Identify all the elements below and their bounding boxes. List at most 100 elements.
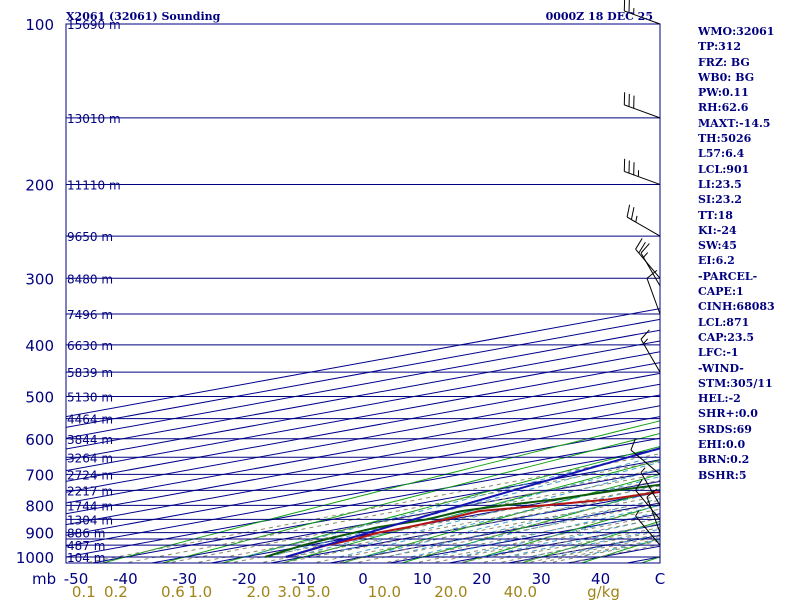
mixing-ratio-line	[351, 503, 660, 563]
mixing-ratio-line	[412, 514, 660, 563]
pressure-axis-labels: 100 200 300 400 500 600 700 800 900 1000	[16, 16, 54, 567]
pressure-tick-label: 200	[25, 176, 54, 194]
index-entry: WMO:32061	[698, 25, 775, 38]
pressure-tick-label: 400	[25, 337, 54, 355]
chart-grid	[66, 24, 660, 563]
pressure-unit-label: mb	[32, 570, 56, 588]
index-entry: SRDS:69	[698, 422, 752, 436]
mixing-ratio-tick-label: g/kg	[587, 583, 620, 600]
temperature-axis-labels: mb -50 -40 -30 -20 -10 0 10 20 30 40 C	[32, 570, 665, 588]
index-entry: TP:312	[698, 40, 742, 54]
mixing-ratio-tick-label: 10.0	[368, 583, 401, 600]
mixing-ratio-tick-label: 5.0	[307, 583, 331, 600]
temperature-tick-label: -10	[291, 570, 316, 588]
height-label: 3844 m	[67, 433, 113, 447]
height-label: 5839 m	[67, 366, 113, 380]
index-entry: LCL:871	[698, 315, 750, 329]
mixing-ratio-tick-label: 0.1	[72, 583, 96, 600]
height-label: 487 m	[67, 539, 105, 553]
height-label: 7496 m	[67, 308, 113, 322]
temperature-tick-label: -40	[113, 570, 138, 588]
pressure-tick-label: 100	[25, 16, 54, 34]
pressure-tick-label: 1000	[16, 549, 54, 567]
wind-barb	[635, 510, 661, 546]
pressure-tick-label: 800	[25, 497, 54, 515]
index-entry: TT:18	[698, 208, 733, 222]
index-entry: CAP:23.5	[698, 330, 755, 344]
index-entry: -WIND-	[698, 361, 744, 375]
index-entry: EI:6.2	[698, 254, 735, 268]
height-label: 4464 m	[67, 413, 113, 427]
dry-adiabat-line	[100, 420, 660, 563]
pressure-tick-label: 500	[25, 389, 54, 407]
sounding-traces	[264, 447, 660, 558]
index-entry: CAPE:1	[698, 285, 744, 299]
wind-barb	[623, 92, 661, 119]
mixing-ratio-line	[333, 499, 660, 563]
isotherm-line	[66, 372, 660, 482]
mixing-ratio-tick-label: 2.0	[247, 583, 271, 600]
dry-adiabat-line	[399, 488, 660, 563]
height-label: 1304 m	[67, 513, 113, 527]
index-entry: SHR+:0.0	[698, 407, 758, 421]
index-entry: -PARCEL-	[698, 269, 758, 283]
index-entry: HEL:-2	[698, 392, 741, 406]
index-entry: SI:23.2	[698, 193, 742, 207]
temperature-tick-label: 10	[413, 570, 432, 588]
dry-adiabat-line	[220, 445, 660, 563]
station-title: X2061 (32061) Sounding	[66, 10, 221, 23]
moist-adiabat-line	[386, 490, 660, 558]
dry-adiabat-line	[160, 432, 660, 563]
isotherm-line	[66, 416, 660, 526]
height-label: 13010 m	[67, 112, 121, 126]
index-entry: WB0: BG	[698, 70, 755, 84]
parcel-trace	[285, 447, 660, 558]
isotherm-line	[66, 426, 660, 536]
height-label: 1744 m	[67, 499, 113, 513]
height-label: 3264 m	[67, 451, 113, 465]
temperature-tick-label: 0	[358, 570, 368, 588]
temperature-trace	[285, 490, 660, 558]
index-entry: MAXT:-14.5	[698, 116, 771, 130]
height-labels: 15690 m 13010 m 11110 m 9650 m 8480 m 7496 m 6…	[67, 18, 121, 565]
mixing-ratio-line	[380, 508, 660, 563]
mixing-ratio-tick-label: 1.0	[188, 583, 212, 600]
time-title: 0000Z 18 DEC 25	[546, 10, 653, 23]
isotherm-line	[149, 470, 660, 563]
isotherm-line	[89, 459, 660, 563]
wind-barb	[646, 270, 661, 315]
wind-barb	[640, 243, 661, 287]
temperature-tick-label: 20	[472, 570, 491, 588]
height-label: 2724 m	[67, 468, 113, 482]
wind-barb	[623, 0, 661, 25]
temperature-tick-label: -20	[232, 570, 257, 588]
dry-adiabat-line	[340, 473, 660, 563]
moist-adiabat-line	[362, 483, 660, 558]
index-entry: BSHR:5	[698, 468, 747, 482]
index-entry: TH:5026	[698, 132, 752, 146]
height-label: 15690 m	[67, 18, 121, 32]
isotherm-line	[66, 383, 660, 493]
mixing-ratio-tick-label: 0.6	[161, 583, 185, 600]
index-entry: PW:0.11	[698, 86, 749, 100]
wind-barb	[640, 329, 661, 373]
index-entry: LI:23.5	[698, 177, 742, 191]
mixing-ratio-tick-label: 0.2	[104, 583, 128, 600]
isotherm-line	[66, 448, 660, 558]
index-entry: SW:45	[698, 239, 737, 253]
index-entry: LCL:901	[698, 162, 750, 176]
wind-barb	[640, 467, 661, 506]
mixing-ratio-line	[476, 527, 660, 563]
mixing-ratio-labels: 0.1 0.2 0.6 1.0 2.0 3.0 5.0 10.0 20.0 40.0 g/kg	[72, 583, 620, 600]
plot-frame	[65, 23, 661, 564]
isotherm-line	[66, 394, 660, 504]
moist-adiabat-line	[244, 448, 660, 558]
height-label: 104 m	[67, 551, 105, 565]
mixing-ratio-line	[428, 517, 660, 563]
stability-indices-panel: WMO:32061 TP:312 FRZ: BG WB0: BG PW:0.11 RH:6…	[698, 24, 798, 483]
temperature-tick-label: -50	[64, 570, 89, 588]
index-entry: CINH:68083	[698, 300, 775, 314]
dry-adiabat-line	[459, 504, 660, 563]
index-entry: KI:-24	[698, 223, 737, 237]
